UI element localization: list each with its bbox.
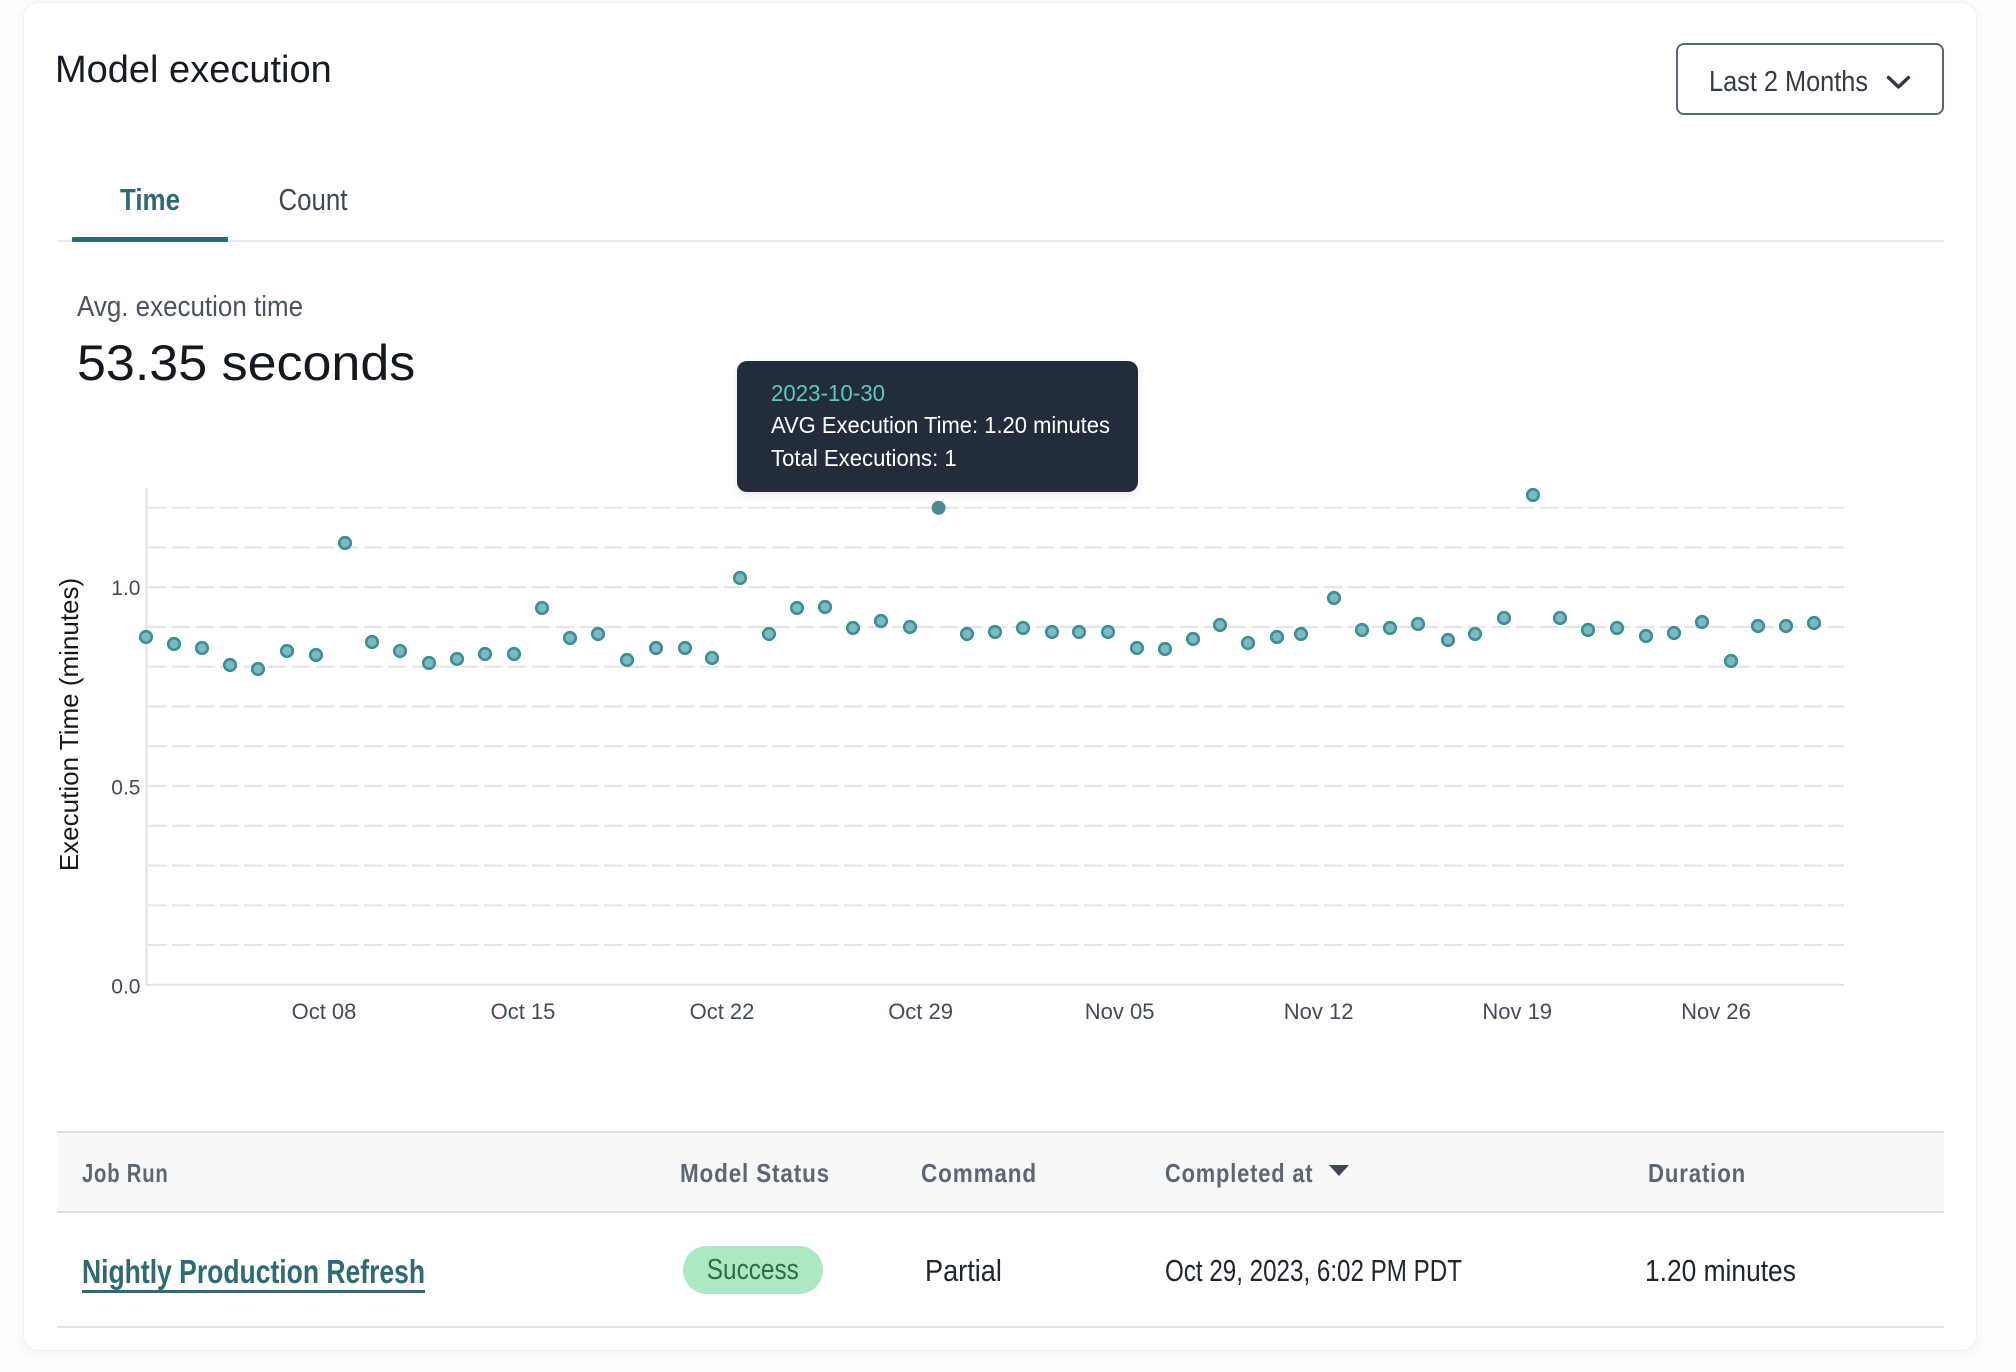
svg-text:Oct 22: Oct 22 (690, 999, 755, 1024)
svg-text:Nov 12: Nov 12 (1284, 999, 1354, 1024)
svg-text:0.0: 0.0 (111, 975, 140, 998)
svg-text:Execution Time (minutes): Execution Time (minutes) (54, 578, 84, 871)
svg-text:Nov 19: Nov 19 (1482, 999, 1552, 1024)
svg-text:Oct 08: Oct 08 (292, 999, 357, 1024)
svg-text:1.0: 1.0 (111, 577, 140, 600)
svg-text:Oct 29: Oct 29 (888, 999, 953, 1024)
svg-text:Nov 26: Nov 26 (1681, 999, 1751, 1024)
svg-text:Oct 15: Oct 15 (491, 999, 556, 1024)
svg-text:Nov 05: Nov 05 (1085, 999, 1155, 1024)
svg-text:0.5: 0.5 (111, 776, 140, 799)
